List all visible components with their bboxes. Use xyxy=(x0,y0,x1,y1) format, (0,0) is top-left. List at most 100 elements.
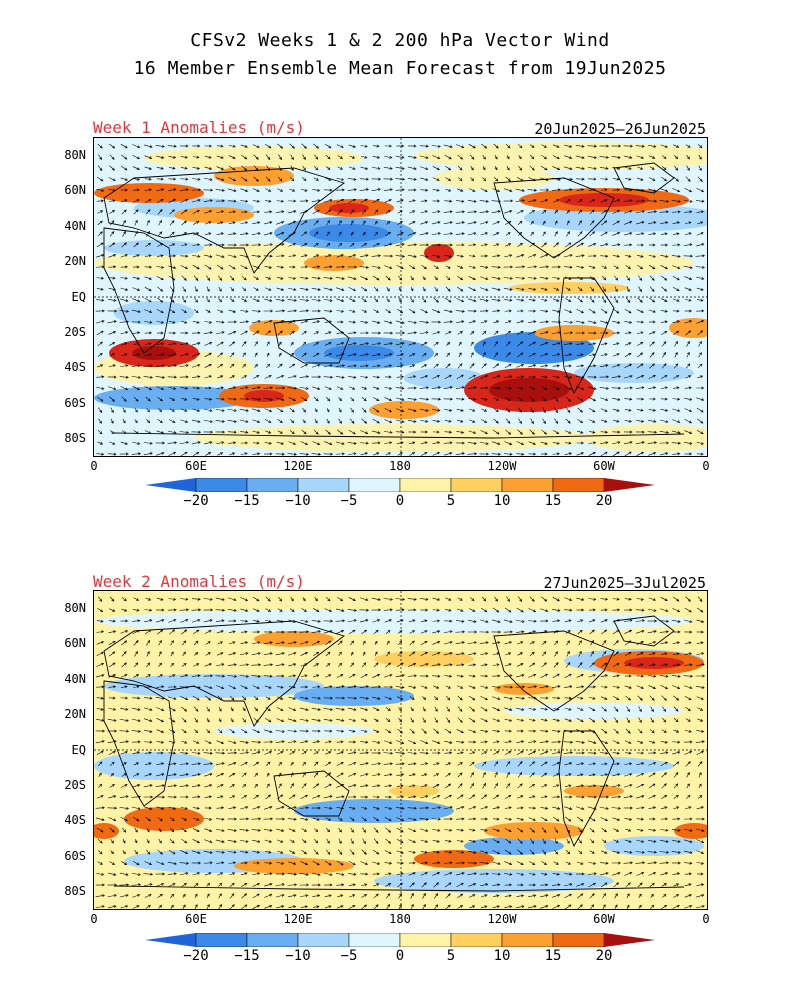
wind-vector-head xyxy=(616,220,620,224)
wind-vector xyxy=(697,375,703,379)
wind-vector-head xyxy=(616,597,620,601)
wind-vector xyxy=(468,653,476,655)
wind-vector xyxy=(180,451,188,456)
wind-vector xyxy=(432,189,440,191)
wind-vector-head xyxy=(111,210,116,213)
wind-vector xyxy=(468,675,476,677)
wind-vector-head xyxy=(459,772,463,776)
wind-vector xyxy=(564,785,572,787)
wind-vector-head xyxy=(545,309,549,313)
wind-vector-head xyxy=(592,420,596,423)
wind-vector-head xyxy=(401,430,405,434)
wind-vector-head xyxy=(651,277,655,281)
wind-vector xyxy=(193,629,199,635)
wind-vector-head xyxy=(112,364,116,368)
wind-vector-head xyxy=(364,144,368,148)
wind-vector xyxy=(672,664,680,666)
wind-vector xyxy=(227,419,237,423)
wind-vector xyxy=(313,243,319,247)
wind-vector-head xyxy=(470,352,474,356)
wind-vector xyxy=(240,265,248,269)
wind-vector-head xyxy=(353,740,357,744)
wind-vector-head xyxy=(137,375,141,379)
wind-vector xyxy=(241,695,247,701)
wind-vector xyxy=(276,718,284,722)
wind-vector-head xyxy=(352,387,356,390)
wind-vector xyxy=(179,785,189,787)
wind-vector xyxy=(529,596,535,602)
wind-vector xyxy=(347,178,357,180)
wind-vector xyxy=(275,243,285,247)
wind-vector xyxy=(372,365,380,367)
wind-vector xyxy=(254,772,258,778)
wind-vector-head xyxy=(460,374,464,378)
wind-vector xyxy=(301,331,307,335)
wind-vector-head xyxy=(401,321,405,324)
wind-vector-head xyxy=(484,397,488,401)
wind-vector-head xyxy=(581,265,585,269)
wind-vector xyxy=(228,762,236,766)
wind-vector-head xyxy=(436,686,440,689)
wind-vector xyxy=(455,620,465,622)
wind-vector xyxy=(179,773,189,777)
wind-vector xyxy=(408,232,416,236)
wind-vector-head xyxy=(520,210,524,213)
wind-vector-head xyxy=(364,198,368,202)
wind-vector xyxy=(527,266,537,268)
wind-vector-head xyxy=(245,309,249,313)
wind-vector xyxy=(97,220,103,226)
wind-vector xyxy=(216,264,224,270)
wind-vector xyxy=(577,697,583,699)
wind-vector-head xyxy=(172,331,176,335)
wind-vector-head xyxy=(615,277,618,281)
wind-vector xyxy=(432,452,440,456)
wind-vector xyxy=(132,144,140,148)
wind-vector xyxy=(229,275,235,281)
wind-vector xyxy=(481,794,487,800)
wind-vector-head xyxy=(413,751,417,755)
wind-vector-head xyxy=(483,330,487,334)
wind-vector-head xyxy=(197,795,201,799)
wind-vector xyxy=(578,209,582,215)
wind-vector xyxy=(119,321,129,323)
wind-vector xyxy=(551,254,561,258)
wind-vector-head xyxy=(270,309,274,313)
wind-vector-head xyxy=(399,640,403,644)
wind-vector-head xyxy=(629,243,633,247)
wind-vector-head xyxy=(198,430,202,434)
wind-vector-head xyxy=(425,795,429,798)
wind-vector xyxy=(542,418,546,424)
wind-vector xyxy=(479,619,489,623)
wind-vector xyxy=(396,785,404,787)
wind-vector-head xyxy=(688,320,693,323)
wind-vector-head xyxy=(99,761,103,765)
wind-vector xyxy=(386,286,390,292)
wind-vector xyxy=(288,441,296,445)
wind-vector-head xyxy=(483,363,487,367)
wind-vector-head xyxy=(604,697,608,700)
wind-vector-head xyxy=(305,387,309,390)
wind-vector xyxy=(395,419,405,423)
wind-vector-head xyxy=(257,630,261,634)
wind-vector-head xyxy=(221,255,225,258)
wind-vector xyxy=(458,352,462,358)
wind-vector-head xyxy=(424,430,428,434)
wind-vector xyxy=(96,254,104,258)
wind-vector-head xyxy=(521,630,525,634)
wind-vector-head xyxy=(533,320,537,324)
wind-vector-head xyxy=(580,364,585,368)
wind-vector-head xyxy=(413,795,417,799)
wind-vector xyxy=(350,407,354,413)
wind-vector xyxy=(266,353,270,357)
wind-vector-head xyxy=(460,674,464,678)
wind-vector-head xyxy=(244,210,248,214)
wind-vector xyxy=(301,751,307,755)
wind-vector-head xyxy=(425,188,429,192)
wind-vector-head xyxy=(497,697,501,701)
wind-vector xyxy=(456,200,464,202)
wind-vector xyxy=(612,451,620,456)
wind-vector-head xyxy=(436,419,441,423)
wind-vector xyxy=(552,155,560,159)
wind-vector xyxy=(132,784,140,788)
wind-vector xyxy=(300,652,308,656)
